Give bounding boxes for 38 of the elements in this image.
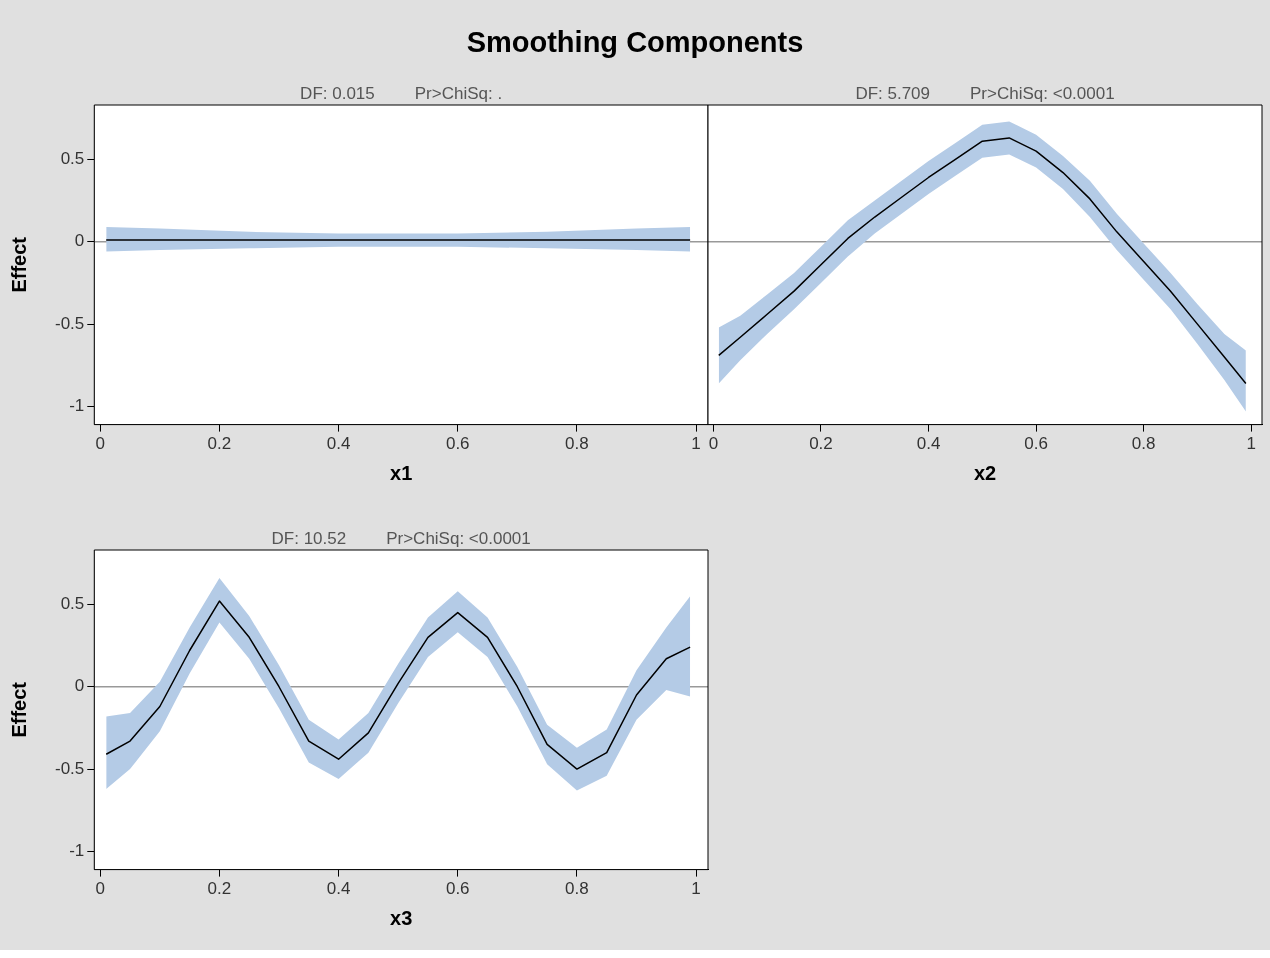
x-tick-label: 0.4 xyxy=(326,879,351,899)
y-tick-label: 0.5 xyxy=(60,594,85,614)
x-tick-label: 0.6 xyxy=(445,879,470,899)
x-axis-title: x2 xyxy=(973,461,997,484)
x-tick-label: 0.8 xyxy=(1131,434,1156,454)
y-tick-label: 0.5 xyxy=(60,149,85,169)
y-axis-title: Effect xyxy=(7,236,30,293)
y-tick-label: -1 xyxy=(69,841,85,861)
y-tick-label: -0.5 xyxy=(55,313,85,333)
chart-title: Smoothing Components xyxy=(465,26,805,59)
x-tick-label: 0 xyxy=(95,434,105,454)
text: Pr>ChiSq: . xyxy=(414,84,503,104)
x-tick-label: 0 xyxy=(708,434,719,454)
x-tick-label: 1 xyxy=(691,879,701,899)
x-tick-label: 1 xyxy=(691,434,701,454)
text: Pr>ChiSq: <0.0001 xyxy=(386,529,531,549)
chart-subtitle: DF: 0.015 xyxy=(300,84,375,104)
x-tick-label: 0.8 xyxy=(565,434,589,454)
y-tick-label: -1 xyxy=(69,396,85,416)
chart-subtitle: DF: 10.52 xyxy=(271,529,347,549)
text: Pr>ChiSq: <0.0001 xyxy=(970,84,1115,104)
x-tick-label: 0.4 xyxy=(326,434,351,454)
x-tick-label: 0.2 xyxy=(207,879,232,899)
x-tick-label: 0.8 xyxy=(565,879,589,899)
y-axis-title: Effect xyxy=(7,681,30,738)
x-tick-label: 0.2 xyxy=(809,434,833,454)
x-axis-title: x3 xyxy=(390,906,413,929)
x-tick-label: 0.4 xyxy=(916,434,941,454)
y-tick-label: 0 xyxy=(74,231,85,251)
x-tick-label: 0.2 xyxy=(207,434,232,454)
x-tick-label: 1 xyxy=(1246,434,1256,454)
x-tick-label: 0.6 xyxy=(1024,434,1048,454)
y-tick-label: 0 xyxy=(74,676,85,696)
x-tick-label: 0 xyxy=(95,879,105,899)
y-tick-label: -0.5 xyxy=(55,758,85,778)
x-axis-title: x1 xyxy=(390,461,413,484)
chart-subtitle: DF: 5.709 xyxy=(855,84,931,104)
x-tick-label: 0.6 xyxy=(445,434,470,454)
